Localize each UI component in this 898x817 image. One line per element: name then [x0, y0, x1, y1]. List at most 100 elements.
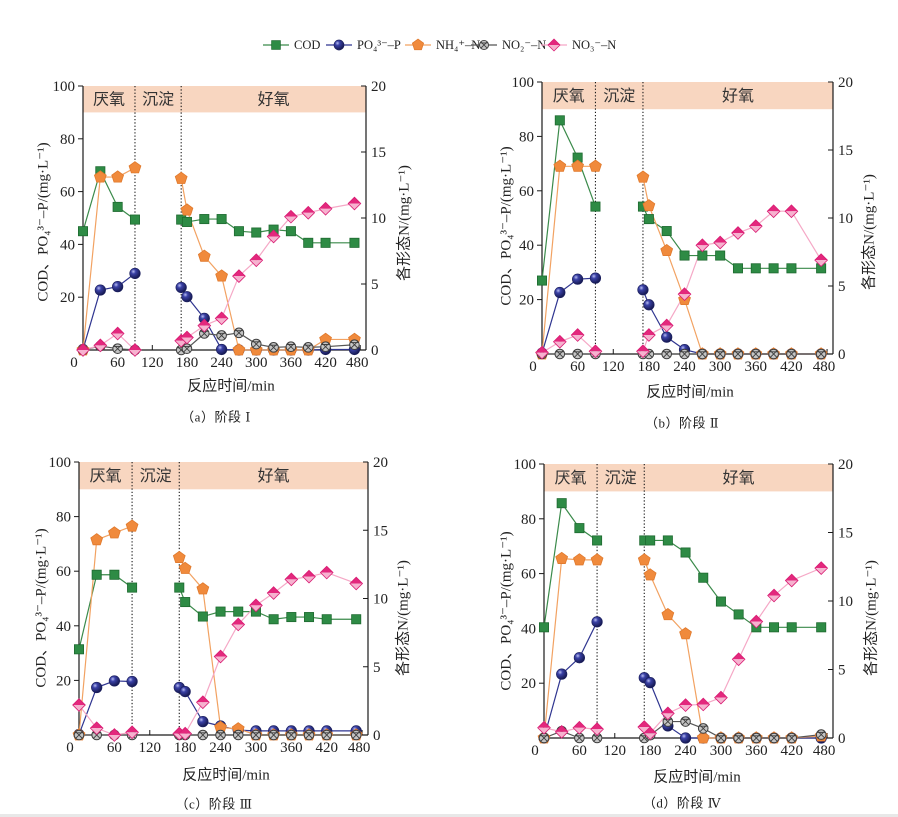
- y-left-tick-label: 100: [53, 79, 76, 95]
- chart-c-x-axis-title: 反应时间/min: [182, 767, 270, 784]
- no3-n-point: [537, 720, 551, 735]
- chart-d-y-axis-title-left: COD、PO₄³⁻–P/(mg·L⁻¹): [498, 531, 515, 691]
- series-points: [76, 161, 362, 357]
- x-tick-label: 180: [639, 743, 662, 759]
- chart-d-x-axis-title: 反应时间/min: [653, 769, 741, 786]
- x-tick-label: 420: [315, 740, 338, 756]
- cod-point: [539, 622, 549, 633]
- chart-a-plot: 厌氧 沉淀 好氧 0 60 120 180 240 300 360 420 480 20 40 60 80 10…: [53, 79, 387, 371]
- y-right-tick-label: 5: [371, 277, 379, 293]
- y-left-tick-label: 40: [60, 237, 75, 253]
- x-tick-label: 120: [604, 743, 627, 759]
- no2-n-point: [321, 729, 333, 741]
- y-right-tick-label: 10: [838, 594, 853, 610]
- no3-n-point: [784, 204, 799, 219]
- no2-n-point: [697, 348, 708, 360]
- no3-n-point: [319, 565, 334, 580]
- series-lines: [82, 167, 355, 351]
- no3-n-point: [284, 209, 298, 224]
- no2-n-point: [554, 348, 566, 360]
- series-lines: [541, 119, 822, 355]
- cod-point: [129, 214, 140, 225]
- no3-n-point: [249, 253, 264, 268]
- cod-point: [303, 237, 314, 248]
- cod-point: [537, 275, 547, 286]
- no3-n-point: [814, 253, 828, 268]
- cod-point: [645, 535, 656, 546]
- po4-p-series-line: [82, 272, 136, 350]
- y-left-tick-label: 40: [521, 621, 536, 637]
- nh4-n-point: [111, 170, 125, 183]
- y-left-tick-label: 20: [519, 293, 534, 309]
- chart-c-caption: （c）阶段 Ⅲ: [175, 796, 253, 812]
- po4-p-series-line: [541, 277, 596, 354]
- no3-n-point: [266, 586, 281, 600]
- no3-n-point: [570, 328, 585, 342]
- no2-n-point: [679, 348, 690, 360]
- no3-n-point: [347, 196, 362, 211]
- y-right-tick-label: 20: [838, 457, 853, 473]
- cod-point: [109, 569, 120, 580]
- no3-n-legend-marker: [547, 38, 561, 52]
- cod-point: [662, 535, 673, 546]
- no3-n-point: [766, 204, 781, 219]
- cod-point: [816, 622, 827, 633]
- y-right-tick-label: 5: [373, 660, 381, 676]
- po4-p-series-line: [543, 621, 598, 739]
- no3-n-point: [93, 338, 108, 353]
- x-tick-label: 240: [673, 359, 696, 375]
- nh4-n-point: [553, 159, 567, 172]
- no3-n-point: [643, 726, 658, 741]
- y-left-tick-label: 80: [521, 512, 536, 528]
- no2-n-point: [733, 732, 744, 744]
- chart-c-y-axis-title-right: 各形态N/(mg·L⁻¹): [395, 560, 412, 676]
- no2-n-point: [572, 348, 583, 360]
- cod-point: [112, 201, 123, 212]
- y-left-tick-label: 20: [56, 673, 71, 689]
- no2-n-point: [786, 732, 798, 744]
- x-tick-label: 480: [813, 743, 836, 759]
- nh4-n-series-line: [541, 165, 596, 355]
- po4-p-point: [216, 343, 228, 356]
- x-tick-label: 120: [139, 740, 162, 756]
- no3-n-point: [636, 344, 650, 359]
- x-tick-label: 180: [174, 740, 197, 756]
- no3-n-point: [318, 201, 333, 216]
- no3-n-point: [588, 344, 603, 359]
- y-right-tick-label: 15: [373, 523, 388, 539]
- no3-n-point: [767, 588, 781, 603]
- phase-label: 厌氧: [90, 467, 122, 485]
- phase-label: 厌氧: [555, 469, 587, 487]
- no2-n-point: [680, 716, 691, 727]
- cod-point: [174, 582, 185, 593]
- cod-point: [661, 226, 672, 237]
- no3-n-point: [195, 695, 210, 710]
- cod-point: [321, 614, 332, 625]
- x-tick-label: 420: [780, 743, 803, 759]
- nh4-n-point: [637, 553, 651, 566]
- y-right-tick-label: 15: [838, 143, 853, 159]
- cod-point: [215, 606, 226, 617]
- po4-p-point: [661, 331, 673, 343]
- nh4-n-legend-marker: [411, 38, 425, 51]
- legend-label-no2-n: NO₂⁻–N: [502, 38, 547, 52]
- y-right-tick-label: 10: [371, 211, 386, 227]
- no2-n-point: [662, 716, 674, 727]
- cod-point: [351, 614, 362, 625]
- cod-point: [750, 263, 761, 274]
- no2-n-point: [815, 348, 827, 360]
- no2-n-point: [815, 729, 827, 740]
- no3-n-point: [72, 698, 86, 712]
- no3-n-point: [213, 649, 228, 664]
- cod-point: [592, 535, 603, 546]
- no3-n-series-line: [643, 567, 822, 734]
- no2-n-point: [350, 729, 362, 741]
- no3-n-point: [660, 706, 675, 721]
- no2-n-point: [302, 342, 314, 353]
- no3-n-point: [731, 226, 745, 240]
- po4-p-point: [573, 652, 585, 664]
- po4-p-point: [589, 272, 602, 284]
- no3-n-point: [197, 318, 212, 333]
- phase-label: 沉淀: [142, 91, 174, 109]
- legend-item-no2-n: NO₂⁻–N: [470, 37, 546, 53]
